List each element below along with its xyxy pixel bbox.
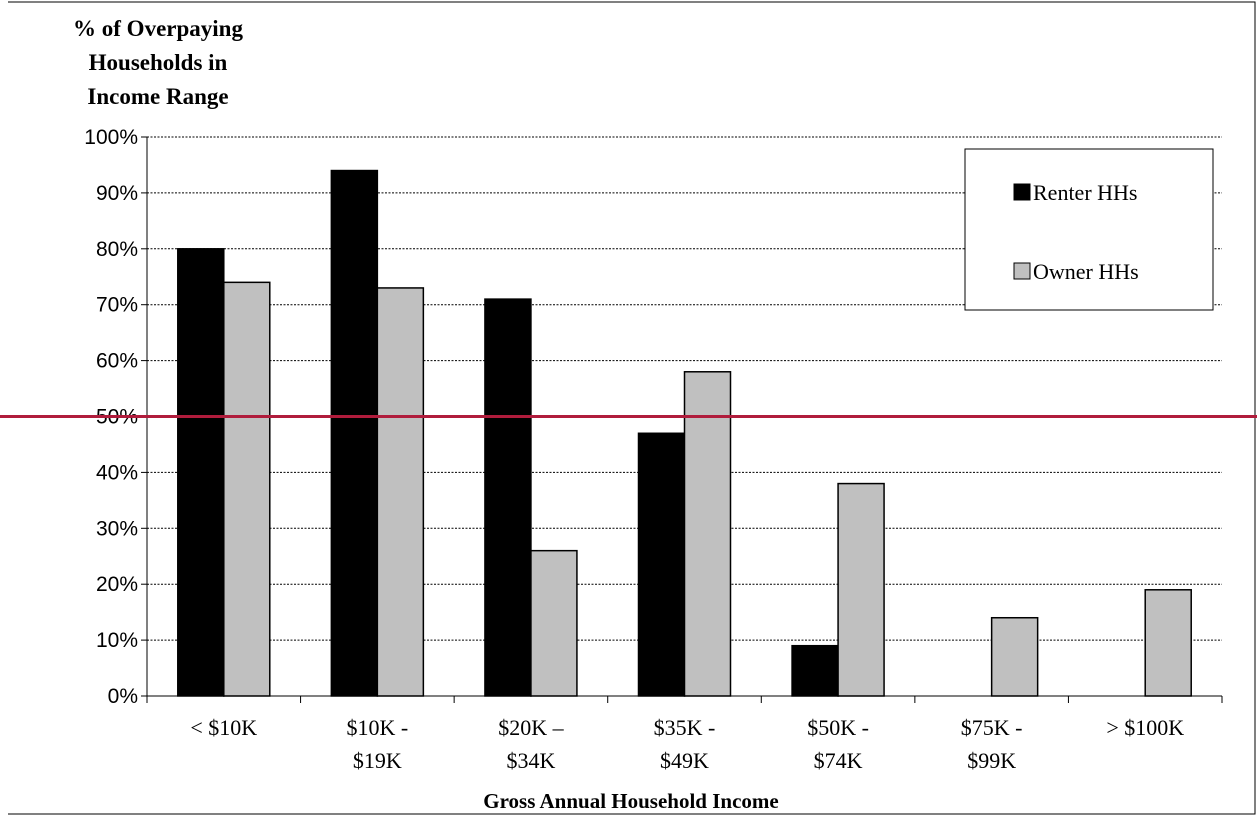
legend-swatch bbox=[1013, 262, 1031, 280]
y-axis-title-line: % of Overpaying bbox=[73, 16, 243, 41]
bar-renter bbox=[330, 169, 379, 697]
bar-renter bbox=[637, 432, 686, 697]
legend: Renter HHs Owner HHs bbox=[964, 148, 1214, 311]
bar-owner bbox=[223, 281, 271, 697]
x-axis-ticks: < $10K $10K - $19K $20K – $34K $35K - $49K $50K… bbox=[146, 696, 1223, 773]
x-tick-label: $35K - bbox=[654, 715, 716, 740]
x-axis-title: Gross Annual Household Income bbox=[483, 789, 778, 813]
y-tick-label: 100% bbox=[84, 126, 138, 149]
x-tick-label: $99K bbox=[967, 748, 1016, 773]
bar-owner bbox=[837, 482, 885, 697]
legend-label: Renter HHs bbox=[1033, 180, 1137, 205]
bar-owner bbox=[1144, 589, 1192, 697]
y-tick-label: 10% bbox=[96, 629, 138, 652]
y-tick-label: 80% bbox=[96, 238, 138, 261]
legend-label: Owner HHs bbox=[1033, 259, 1139, 284]
y-axis-title-line: Income Range bbox=[87, 84, 228, 109]
y-tick-label: 0% bbox=[108, 685, 138, 708]
y-tick-label: 60% bbox=[96, 350, 138, 373]
y-axis-title: % of Overpaying Households in Income Range bbox=[73, 16, 243, 109]
y-tick-label: 40% bbox=[96, 461, 138, 484]
bar-owner bbox=[376, 287, 425, 697]
x-tick-label: $50K - bbox=[807, 715, 869, 740]
bar-renter bbox=[177, 248, 225, 697]
y-tick-label: 70% bbox=[96, 294, 138, 317]
x-tick-label: $49K bbox=[660, 748, 709, 773]
bar-owner bbox=[990, 616, 1039, 697]
bar-renter bbox=[791, 644, 839, 697]
x-tick-label: $34K bbox=[506, 748, 555, 773]
y-tick-label: 30% bbox=[96, 517, 138, 540]
legend-box bbox=[964, 148, 1214, 311]
y-tick-label: 20% bbox=[96, 573, 138, 596]
x-tick-label: $20K – bbox=[498, 715, 564, 740]
x-tick-label: $74K bbox=[814, 748, 863, 773]
y-axis-ticks: 0%10%20%30%40%50%60%70%80%90%100% bbox=[84, 126, 147, 708]
bar-renter bbox=[484, 298, 532, 697]
x-tick-label: $19K bbox=[353, 748, 402, 773]
x-tick-label: < $10K bbox=[190, 715, 257, 740]
bar-owner bbox=[530, 549, 578, 697]
y-tick-label: 90% bbox=[96, 182, 138, 205]
chart-border bbox=[8, 1, 1256, 815]
x-tick-label: $75K - bbox=[961, 715, 1023, 740]
x-tick-label: > $100K bbox=[1106, 715, 1184, 740]
y-axis-title-line: Households in bbox=[89, 50, 228, 75]
x-tick-label: $10K - bbox=[346, 715, 408, 740]
bar-owner bbox=[683, 371, 732, 697]
legend-swatch bbox=[1013, 183, 1031, 201]
